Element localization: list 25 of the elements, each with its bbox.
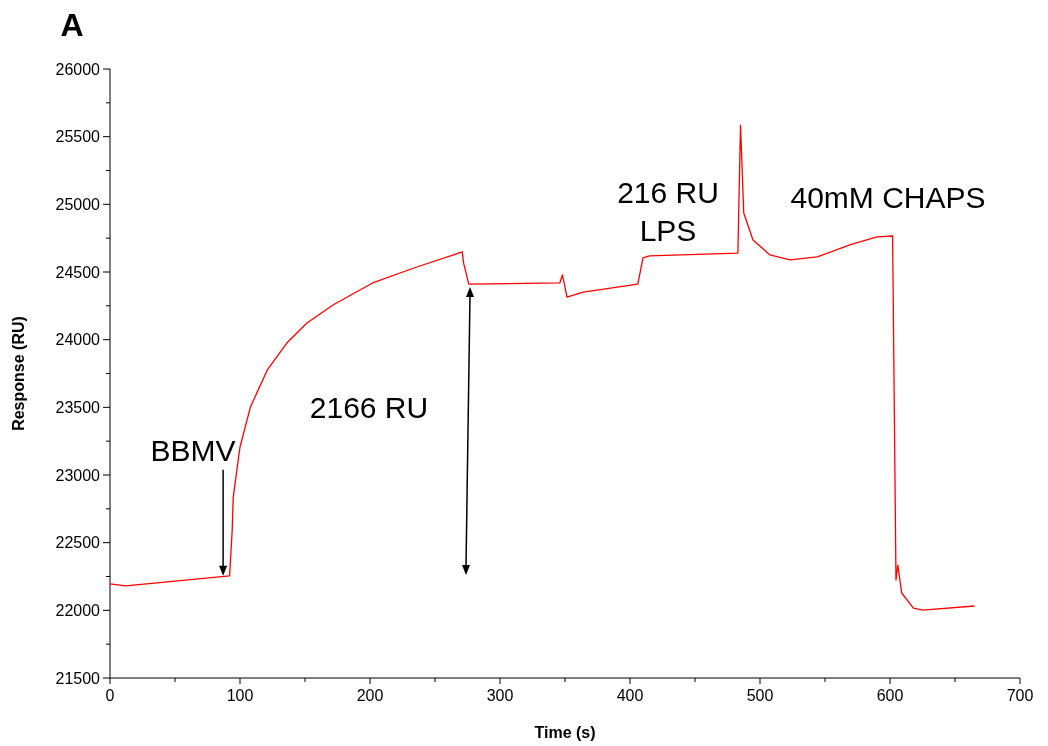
annotation: 216 RU LPS — [617, 175, 719, 247]
x-tick-label: 600 — [876, 687, 904, 704]
y-tick-label: 23500 — [55, 398, 101, 416]
y-tick-label: 21500 — [55, 669, 101, 687]
y-tick-label: 25500 — [55, 128, 101, 146]
x-tick-label: 500 — [746, 687, 774, 704]
y-tick-label: 23000 — [55, 466, 101, 484]
y-tick-label: 22500 — [55, 534, 101, 552]
x-tick-label: 700 — [1006, 687, 1034, 704]
x-tick-label: 300 — [486, 687, 514, 704]
x-tick-label: 200 — [356, 687, 384, 704]
annotation: 40mM CHAPS — [790, 181, 986, 214]
x-tick-label: 100 — [226, 687, 254, 704]
y-axis-title: Response (RU) — [10, 316, 27, 431]
y-tick-label: 24500 — [55, 263, 101, 281]
x-tick-label: 0 — [105, 687, 115, 704]
y-tick-label: 24000 — [55, 331, 101, 349]
x-tick-label: 400 — [616, 687, 644, 704]
y-tick-label: 26000 — [55, 60, 101, 78]
x-axis-title: Time (s) — [534, 724, 596, 741]
y-tick-label: 25000 — [55, 195, 101, 213]
annotation: BBMV — [150, 433, 236, 467]
y-tick-label: 22000 — [55, 601, 101, 619]
chart-title: A — [60, 7, 84, 43]
annotation: 2166 RU — [309, 391, 429, 424]
